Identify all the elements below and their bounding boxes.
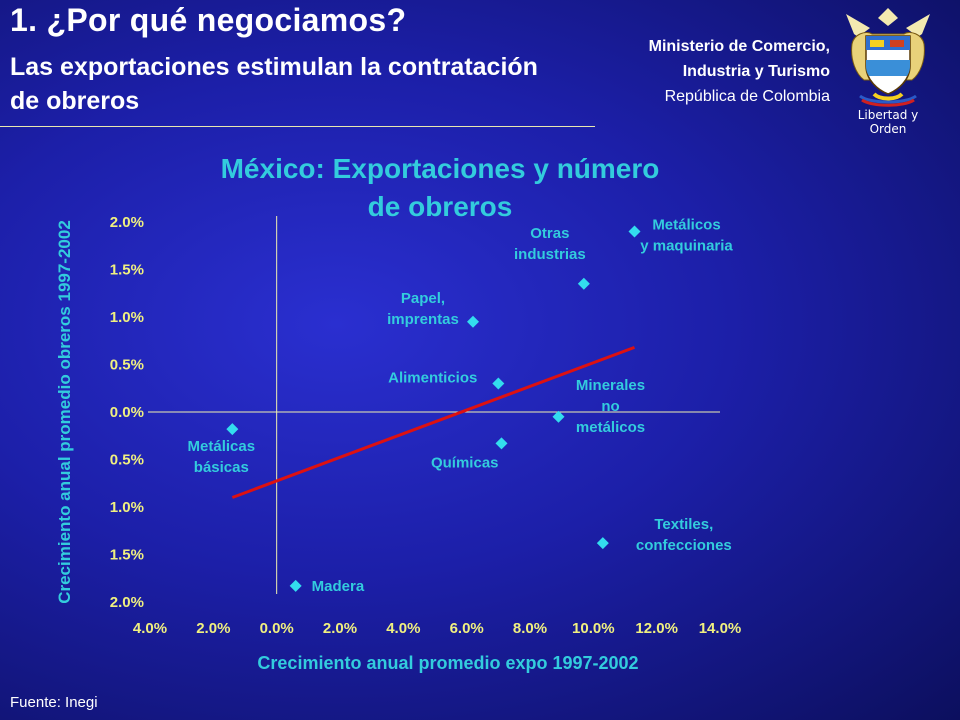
- chart-axes: [148, 216, 720, 594]
- data-point-label-line: industrias: [514, 246, 586, 263]
- data-point-label-line: Alimenticios: [388, 370, 477, 387]
- ministry-block: Ministerio de Comercio, Industria y Turi…: [649, 34, 830, 109]
- y-tick-label: 0.0%: [110, 404, 144, 421]
- data-point-label-line: no: [601, 398, 619, 415]
- data-point-marker: [552, 410, 565, 423]
- coat-of-arms-icon: [846, 8, 930, 107]
- x-axis-label: Crecimiento anual promedio expo 1997-200…: [257, 653, 638, 673]
- x-tick-label: 4.0%: [386, 620, 420, 637]
- data-point-label-line: imprentas: [387, 311, 459, 328]
- data-point-label-line: Metálicas: [188, 438, 256, 455]
- y-tick-label: 2.0%: [110, 214, 144, 231]
- x-tick-label: 0.0%: [260, 620, 294, 637]
- data-point-label-line: Minerales: [576, 377, 645, 394]
- x-tick-label: 2.0%: [196, 620, 230, 637]
- data-point-label-line: Textiles,: [654, 516, 713, 533]
- seal-motto: Libertad y Orden: [857, 108, 919, 136]
- x-tick-label: 14.0%: [699, 620, 742, 637]
- data-point-label-line: metálicos: [576, 419, 645, 436]
- y-tick-label: 1.5%: [110, 547, 144, 564]
- y-tick-labels: 2.0% 1.5% 1.0% 0.5% 0.0% 0.5% 1.0% 1.5% 2.0%: [110, 214, 144, 611]
- data-point-marker: [226, 423, 239, 436]
- title-divider: [0, 126, 595, 127]
- data-point-label-line: Papel,: [401, 290, 445, 307]
- data-point-label-line: confecciones: [636, 537, 732, 554]
- slide-subtitle: Las exportaciones estimulan la contratac…: [10, 53, 538, 115]
- chart-title-line-2: de obreros: [367, 191, 513, 222]
- chart-title-line-1: México: Exportaciones y número: [220, 153, 660, 184]
- data-point-label: Metálicas básicas: [188, 438, 256, 476]
- trend-line: [231, 345, 636, 499]
- data-point-marker: [596, 537, 609, 550]
- x-tick-label: 6.0%: [450, 620, 484, 637]
- ministry-line-1: Ministerio de Comercio,: [648, 38, 830, 55]
- y-tick-label: 0.5%: [110, 452, 144, 469]
- data-point-label-line: Madera: [312, 578, 365, 595]
- chart-title: México: Exportaciones y número de obrero…: [150, 150, 730, 226]
- data-point-label: Textiles, confecciones: [636, 516, 732, 554]
- ministry-line-3: República de Colombia: [664, 88, 830, 105]
- data-point-label: Alimenticios: [388, 370, 477, 387]
- y-tick-label: 0.5%: [110, 357, 144, 374]
- data-point-label: Madera: [312, 578, 365, 595]
- data-point-marker: [492, 377, 505, 390]
- data-point-marker: [628, 225, 641, 238]
- data-point-marker: [577, 277, 590, 290]
- y-axis-label: Crecimiento anual promedio obreros 1997-…: [55, 220, 74, 604]
- data-point-marker: [495, 437, 508, 450]
- y-tick-label: 1.0%: [110, 309, 144, 326]
- source-note: Fuente: Inegi: [10, 694, 98, 711]
- coat-of-arms: Libertad y Orden: [840, 4, 936, 136]
- y-tick-label: 2.0%: [110, 594, 144, 611]
- data-point-label: Químicas: [431, 454, 499, 471]
- data-point-marker: [467, 315, 479, 328]
- trend-line-group: [231, 345, 636, 499]
- data-point-label-line: básicas: [194, 459, 249, 476]
- data-points: Metálicos y maquinaria Otras industrias Pape…: [188, 217, 734, 595]
- x-tick-label: 10.0%: [572, 620, 615, 637]
- data-point-label: Metálicos y maquinaria: [640, 217, 733, 255]
- data-point-label: Minerales no metálicos: [576, 377, 645, 436]
- slide-title: 1. ¿Por qué negociamos?: [10, 2, 407, 38]
- x-tick-label: 8.0%: [513, 620, 547, 637]
- x-tick-label: 4.0%: [133, 620, 167, 637]
- data-point-label-line: Otras: [530, 225, 569, 242]
- x-tick-labels: 4.0% 2.0% 0.0% 2.0% 4.0% 6.0% 8.0% 10.0% 12.0% 14…: [133, 620, 741, 637]
- ministry-line-2: Industria y Turismo: [682, 63, 830, 80]
- data-point-marker: [289, 579, 302, 592]
- data-point-label: Otras industrias: [514, 225, 586, 263]
- data-point-label: Papel, imprentas: [387, 290, 459, 328]
- data-point-label-line: Metálicos: [652, 217, 720, 234]
- x-tick-label: 2.0%: [323, 620, 357, 637]
- y-tick-label: 1.5%: [110, 262, 144, 279]
- data-point-label-line: Químicas: [431, 454, 499, 471]
- data-point-label-line: y maquinaria: [640, 238, 733, 255]
- y-tick-label: 1.0%: [110, 499, 144, 516]
- x-tick-label: 12.0%: [635, 620, 678, 637]
